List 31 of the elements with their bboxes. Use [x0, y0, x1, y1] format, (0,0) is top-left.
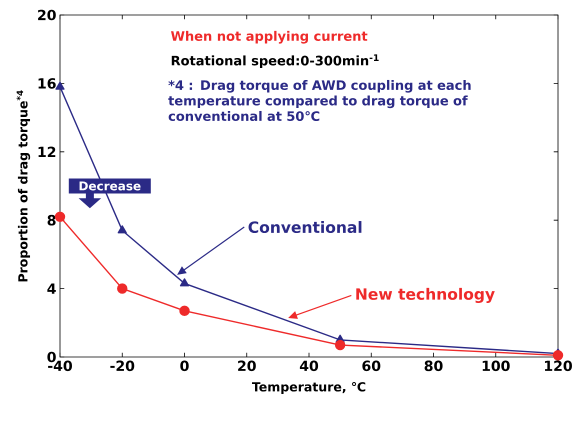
- x-tick-label: -20: [110, 360, 134, 372]
- annotation: Decrease: [80, 182, 141, 190]
- x-tick-label: 40: [300, 360, 318, 372]
- y-tick-label: 12: [38, 146, 56, 157]
- annotation: Rotational speed:0-300min$^{-1}$: [172, 54, 379, 68]
- x-tick-label: 120: [544, 360, 572, 372]
- y-axis-title: Proportion of drag torque$^{*4}$: [16, 90, 30, 282]
- point: [55, 82, 65, 90]
- point: [334, 340, 346, 350]
- annotation: When not applying current: [170, 30, 368, 44]
- point: [552, 350, 564, 360]
- x-axis-title: Temperature, ℃: [252, 382, 366, 394]
- y-tick-label: 20: [38, 10, 56, 20]
- legend-label: New technology: [356, 288, 495, 303]
- x-tick-label: 0: [180, 360, 189, 372]
- text: Conventional: [248, 221, 362, 234]
- annotation: *4 : Drag torque of AWD coupling at each temperature compared to drag torque of conventional at 50℃: [168, 80, 471, 122]
- point: [54, 212, 66, 222]
- y-tick-label: 16: [38, 78, 56, 89]
- point: [118, 225, 127, 234]
- point: [179, 306, 190, 316]
- y-tick-label: 4: [47, 283, 56, 294]
- point: [180, 278, 190, 286]
- x-tick-label: -40: [48, 360, 72, 372]
- x-tick-label: 60: [362, 360, 380, 372]
- y-tick-label: 8: [48, 214, 56, 226]
- x-tick-label: 80: [424, 360, 443, 372]
- y-tick-label: 0: [47, 352, 56, 362]
- point: [117, 283, 128, 294]
- x-tick-label: 100: [482, 360, 510, 372]
- x-tick-label: 20: [238, 360, 256, 372]
